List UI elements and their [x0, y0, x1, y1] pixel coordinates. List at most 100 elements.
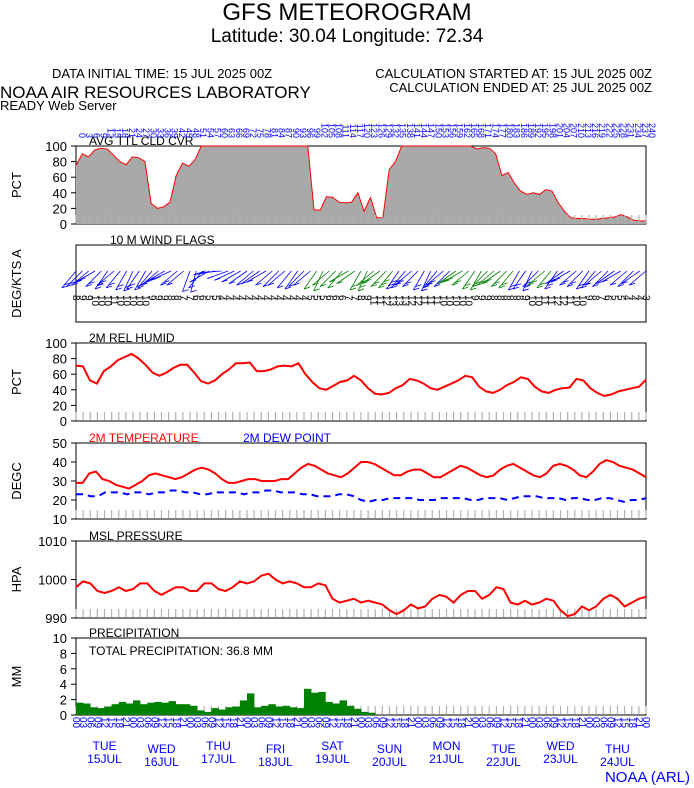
- hour-label: 00: [241, 717, 252, 729]
- wind-barb-feather: [578, 283, 585, 287]
- wind-barb-feather: [413, 287, 420, 291]
- wind-speed-label: 8: [165, 295, 176, 301]
- wind-barb-feather: [359, 280, 366, 283]
- wind-barb-feather: [319, 284, 327, 287]
- wind-barb-feather: [64, 282, 71, 286]
- y-tick-label: 30: [53, 474, 67, 489]
- hour-label: 09: [319, 717, 330, 729]
- wind-barb-shaft: [498, 270, 514, 289]
- wind-barb-shaft: [356, 270, 374, 286]
- wind-barb-shaft: [141, 270, 159, 286]
- hour-label: 21: [462, 717, 473, 729]
- forecast-hour-label: 204: [562, 123, 572, 138]
- forecast-hour-label: 219: [597, 123, 607, 138]
- hour-label: 00: [526, 717, 537, 729]
- forecast-hour-label: 33: [155, 128, 165, 138]
- wind-barb-feather: [284, 286, 292, 290]
- hour-label: 06: [597, 717, 608, 729]
- wind-barb-shaft: [433, 270, 450, 287]
- wind-barb: [85, 270, 102, 287]
- forecast-hour-label: 90: [291, 128, 301, 138]
- precip-bar: [97, 708, 105, 715]
- hour-label: 15: [448, 717, 459, 729]
- wind-barb-feather: [539, 282, 546, 286]
- wind-speed-label: 13: [399, 295, 410, 307]
- wind-barb: [329, 270, 349, 283]
- wind-speed-label: 4: [285, 295, 296, 301]
- forecast-hour-label: 156: [448, 123, 458, 138]
- forecast-hour-label: 213: [583, 123, 593, 138]
- hour-label: 12: [441, 717, 452, 729]
- wind-barb-shaft: [609, 270, 628, 286]
- wind-barb-feather: [189, 279, 197, 283]
- precip-bar: [175, 704, 184, 715]
- wind-barb-shaft: [471, 270, 488, 287]
- forecast-hour-label: 99: [312, 128, 322, 138]
- forecast-hour-label: 228: [619, 123, 629, 138]
- y-tick-label: 100: [45, 139, 67, 154]
- forecast-hour-label: 162: [462, 123, 472, 138]
- wind-barb-feather: [464, 283, 471, 287]
- wind-speed-label: 4: [222, 295, 233, 301]
- forecast-hour-label: 84: [277, 128, 287, 138]
- wind-barb-feather: [388, 283, 395, 287]
- forecast-hour-label: 144: [419, 123, 429, 138]
- precip-bar: [247, 693, 255, 715]
- wind-barb-shaft: [617, 270, 634, 287]
- wind-speed-label: 4: [228, 295, 239, 301]
- day-of-week-label: TUE: [492, 742, 516, 756]
- hour-label: 15: [619, 717, 630, 729]
- precip-bar: [332, 703, 340, 715]
- forecast-hour-label: 12: [106, 128, 116, 138]
- date-label: 23JUL: [543, 752, 578, 766]
- forecast-hour-label: 192: [533, 123, 543, 138]
- hour-label: 09: [547, 717, 558, 729]
- precip-bar: [275, 706, 283, 715]
- hour-label: 09: [91, 717, 102, 729]
- wind-barb-feather: [182, 289, 189, 293]
- wind-barb-shaft: [490, 270, 507, 287]
- wind-barb-shaft: [115, 270, 128, 291]
- wind-barb-feather: [349, 287, 357, 291]
- precip-bar: [168, 701, 176, 715]
- precip-bar: [268, 704, 276, 715]
- wind-barb: [336, 270, 355, 284]
- forecast-hour-label: 174: [490, 123, 500, 138]
- forecast-hour-label: 96: [305, 128, 315, 138]
- wind-speed-label: 5: [615, 295, 626, 301]
- wind-barb-feather: [126, 286, 133, 290]
- wind-barb: [361, 270, 381, 284]
- wind-barb-shaft: [150, 270, 172, 281]
- forecast-hour-label: 237: [640, 123, 650, 138]
- wind-barb: [433, 270, 450, 287]
- wind-barb-feather: [550, 279, 558, 283]
- hour-label: 21: [291, 717, 302, 729]
- wind-barb-shaft: [476, 270, 495, 286]
- cloud-ylabel: PCT: [9, 172, 24, 198]
- wind-speed-label: 11: [431, 295, 442, 306]
- wind-barb-shaft: [276, 270, 292, 289]
- y-tick-label: 1010: [38, 534, 67, 549]
- hour-label: 03: [590, 717, 601, 729]
- wind-barb-feather: [154, 276, 161, 280]
- wind-barb-shaft: [166, 270, 184, 286]
- wind-barb-shaft: [199, 270, 222, 274]
- forecast-hour-label: 168: [476, 123, 486, 138]
- wind-barb-feather: [329, 279, 336, 283]
- wind-speed-label: 8: [355, 295, 366, 301]
- forecast-hour-label: 57: [212, 128, 222, 138]
- precip-bar: [296, 708, 305, 715]
- forecast-hour-label: 69: [241, 128, 251, 138]
- forecast-hour-label: 123: [369, 123, 379, 138]
- hour-label: 12: [384, 717, 395, 729]
- wind-speed-label: 10: [577, 295, 588, 307]
- wind-barb-feather: [141, 282, 148, 286]
- wind-barb-shaft: [357, 270, 368, 292]
- precip-bar: [118, 701, 127, 715]
- wind-barb: [313, 270, 324, 292]
- wind-barb: [443, 270, 463, 283]
- wind-barb-shaft: [559, 270, 577, 286]
- hour-label: 09: [604, 717, 615, 729]
- wind-barb-shaft: [319, 270, 336, 287]
- wind-speed-label: 10: [526, 295, 537, 307]
